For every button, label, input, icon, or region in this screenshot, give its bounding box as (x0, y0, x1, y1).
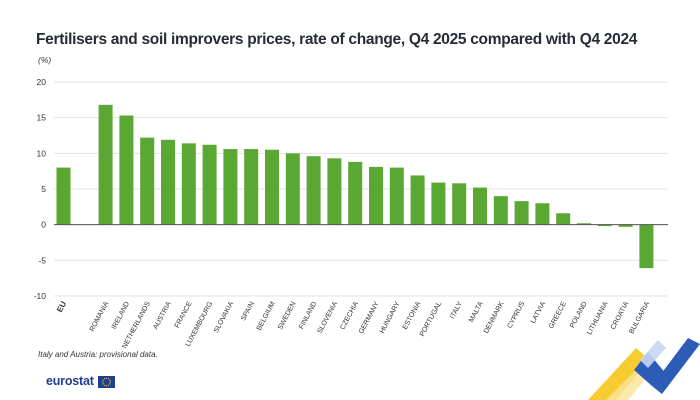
x-tick-label: ROMANIA (89, 300, 111, 332)
y-tick-label: -10 (34, 291, 47, 301)
x-tick-label: IRELAND (111, 301, 131, 331)
x-tick-label: MALTA (468, 300, 485, 323)
footnote: Italy and Austria: provisional data. (38, 350, 158, 359)
bar-sweden (285, 153, 300, 225)
y-tick-label: 15 (37, 113, 47, 123)
y-axis-unit: (%) (38, 55, 52, 65)
bar-slovakia (223, 149, 238, 225)
x-tick-label: GERMANY (358, 300, 381, 335)
y-tick-labels: -10 -5 0 5 10 15 20 (34, 77, 47, 301)
bar-lithuania (597, 224, 612, 227)
x-tick-label: PORTUGAL (419, 301, 443, 338)
x-tick-label: SWEDEN (277, 301, 298, 331)
bar-romania (98, 104, 113, 225)
x-tick-label: SLOVENIA (317, 300, 340, 334)
bar-germany (369, 166, 383, 225)
bar-portugal (431, 182, 446, 225)
x-tick-label: FINLAND (298, 301, 318, 331)
bar-bulgaria (639, 224, 654, 269)
bar-eu (56, 167, 71, 225)
chart-title: Fertilisers and soil improvers prices, r… (36, 31, 638, 48)
x-tick-label: ESTONIA (402, 300, 423, 331)
bar-czechia (348, 161, 363, 225)
x-tick-label: CROATIA (610, 300, 631, 331)
bar-austria (161, 139, 175, 225)
bar-finland (306, 156, 321, 225)
bar-slovenia (327, 158, 342, 225)
x-tick-label: LATVIA (530, 300, 547, 324)
y-tick-label: 0 (41, 220, 46, 230)
x-tick-label: DENMARK (483, 300, 506, 334)
bar-ireland (119, 115, 134, 225)
bar-poland (577, 223, 591, 225)
y-tick-label: 20 (37, 77, 47, 87)
x-tick-label: SLOVAKIA (213, 300, 235, 334)
x-tick-label: FRANCE (174, 300, 194, 329)
x-tick-label: EU (55, 300, 68, 314)
bar-italy (452, 183, 467, 225)
eu-flag-icon (97, 375, 115, 388)
bar-denmark (493, 196, 508, 225)
bar-estonia (410, 175, 425, 225)
eurostat-logo-text: eurostat (46, 374, 94, 388)
bars (56, 104, 654, 269)
y-tick-label: -5 (38, 255, 46, 265)
bar-spain (244, 149, 259, 225)
bar-latvia (535, 203, 550, 225)
bar-belgium (265, 149, 279, 225)
x-tick-label: BELGIUM (256, 301, 277, 332)
decorative-chevron-icon (588, 338, 700, 400)
bar-luxembourg (202, 144, 217, 225)
bar-malta (473, 187, 487, 225)
bar-hungary (389, 167, 404, 225)
x-tick-label: CZECHIA (339, 300, 360, 331)
bar-france (181, 143, 196, 225)
y-tick-label: 5 (41, 184, 46, 194)
bar-netherlands (140, 137, 155, 225)
eurostat-logo: eurostat (46, 374, 115, 388)
bar-greece (556, 213, 571, 225)
x-tick-label: POLAND (569, 301, 589, 330)
x-tick-label: CYPRUS (506, 300, 526, 329)
x-tick-label: AUSTRIA (152, 300, 173, 330)
bar-croatia (618, 224, 633, 227)
x-tick-label: SPAIN (240, 301, 256, 322)
x-tick-label: GREECE (548, 300, 568, 330)
x-tick-label: ITALY (449, 300, 464, 320)
bar-cyprus (514, 201, 529, 225)
x-tick-label: HUNGARY (379, 300, 402, 334)
y-tick-label: 10 (37, 148, 47, 158)
